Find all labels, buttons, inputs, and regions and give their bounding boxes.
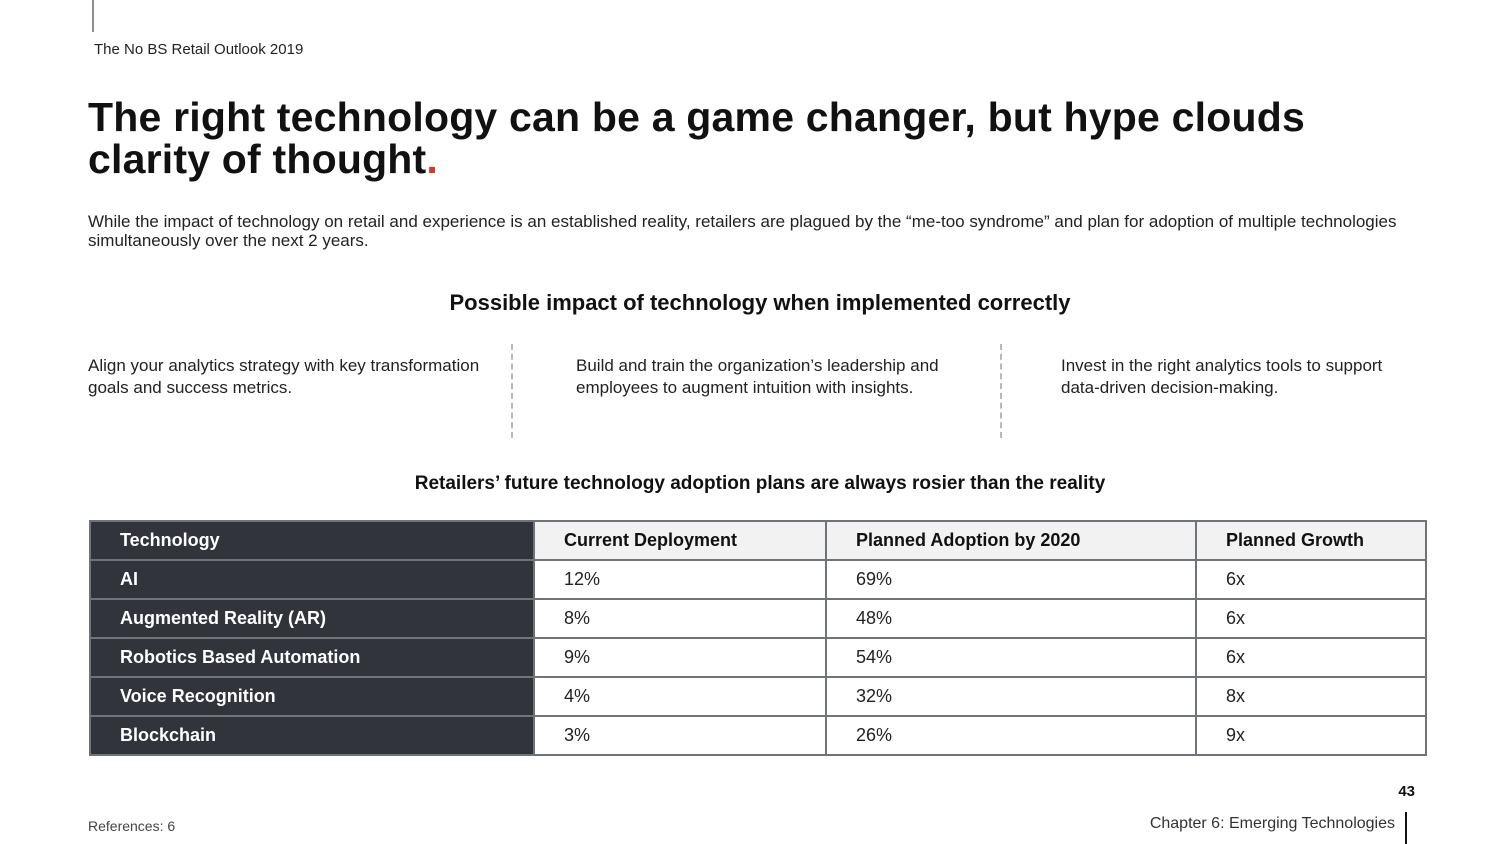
current-deployment-cell: 9% bbox=[533, 637, 827, 678]
current-deployment-cell: 3% bbox=[533, 715, 827, 756]
report-title: The No BS Retail Outlook 2019 bbox=[94, 41, 304, 58]
column-divider bbox=[1000, 344, 1002, 438]
table-row: Augmented Reality (AR) 8% 48% 6x bbox=[89, 598, 1427, 639]
top-accent-rule bbox=[92, 0, 94, 32]
technology-cell: Robotics Based Automation bbox=[89, 637, 535, 678]
technology-cell: Voice Recognition bbox=[89, 676, 535, 717]
impact-point-leadership-training: Build and train the organization’s leade… bbox=[576, 356, 939, 397]
planned-adoption-cell: 54% bbox=[825, 637, 1197, 678]
chapter-label: Chapter 6: Emerging Technologies bbox=[1149, 815, 1395, 832]
page-number: 43 bbox=[1398, 783, 1415, 800]
current-deployment-cell: 4% bbox=[533, 676, 827, 717]
headline-text: The right technology can be a game chang… bbox=[88, 94, 1305, 182]
table-row: AI 12% 69% 6x bbox=[89, 559, 1427, 600]
planned-growth-cell: 6x bbox=[1195, 637, 1427, 678]
planned-adoption-cell: 69% bbox=[825, 559, 1197, 600]
column-header-current-deployment: Current Deployment bbox=[533, 520, 827, 561]
impact-heading: Possible impact of technology when imple… bbox=[449, 290, 1071, 315]
headline-accent-dot: . bbox=[426, 136, 439, 182]
current-deployment-cell: 12% bbox=[533, 559, 827, 600]
intro-paragraph: While the impact of technology on retail… bbox=[88, 212, 1397, 250]
column-header-technology: Technology bbox=[89, 520, 535, 561]
column-header-planned-growth: Planned Growth bbox=[1195, 520, 1427, 561]
column-divider bbox=[511, 344, 513, 438]
planned-growth-cell: 6x bbox=[1195, 559, 1427, 600]
planned-adoption-cell: 32% bbox=[825, 676, 1197, 717]
column-header-planned-adoption: Planned Adoption by 2020 bbox=[825, 520, 1197, 561]
planned-growth-cell: 6x bbox=[1195, 598, 1427, 639]
planned-growth-cell: 9x bbox=[1195, 715, 1427, 756]
technology-cell: AI bbox=[89, 559, 535, 600]
impact-points: Align your analytics strategy with key t… bbox=[88, 344, 1428, 438]
table-row: Blockchain 3% 26% 9x bbox=[89, 715, 1427, 756]
technology-cell: Blockchain bbox=[89, 715, 535, 756]
planned-adoption-cell: 26% bbox=[825, 715, 1197, 756]
impact-point-analytics-tools: Invest in the right analytics tools to s… bbox=[1061, 356, 1383, 397]
page-headline: The right technology can be a game chang… bbox=[88, 96, 1418, 180]
planned-adoption-cell: 48% bbox=[825, 598, 1197, 639]
technology-cell: Augmented Reality (AR) bbox=[89, 598, 535, 639]
references-note: References: 6 bbox=[88, 818, 176, 834]
impact-point-analytics-strategy: Align your analytics strategy with key t… bbox=[88, 356, 480, 397]
current-deployment-cell: 8% bbox=[533, 598, 827, 639]
planned-growth-cell: 8x bbox=[1195, 676, 1427, 717]
table-row: Voice Recognition 4% 32% 8x bbox=[89, 676, 1427, 717]
adoption-table-heading: Retailers’ future technology adoption pl… bbox=[414, 473, 1106, 494]
table-row: Robotics Based Automation 9% 54% 6x bbox=[89, 637, 1427, 678]
technology-adoption-table: Technology Current Deployment Planned Ad… bbox=[89, 520, 1427, 756]
bottom-accent-rule bbox=[1405, 812, 1407, 844]
table-header-row: Technology Current Deployment Planned Ad… bbox=[89, 520, 1427, 561]
